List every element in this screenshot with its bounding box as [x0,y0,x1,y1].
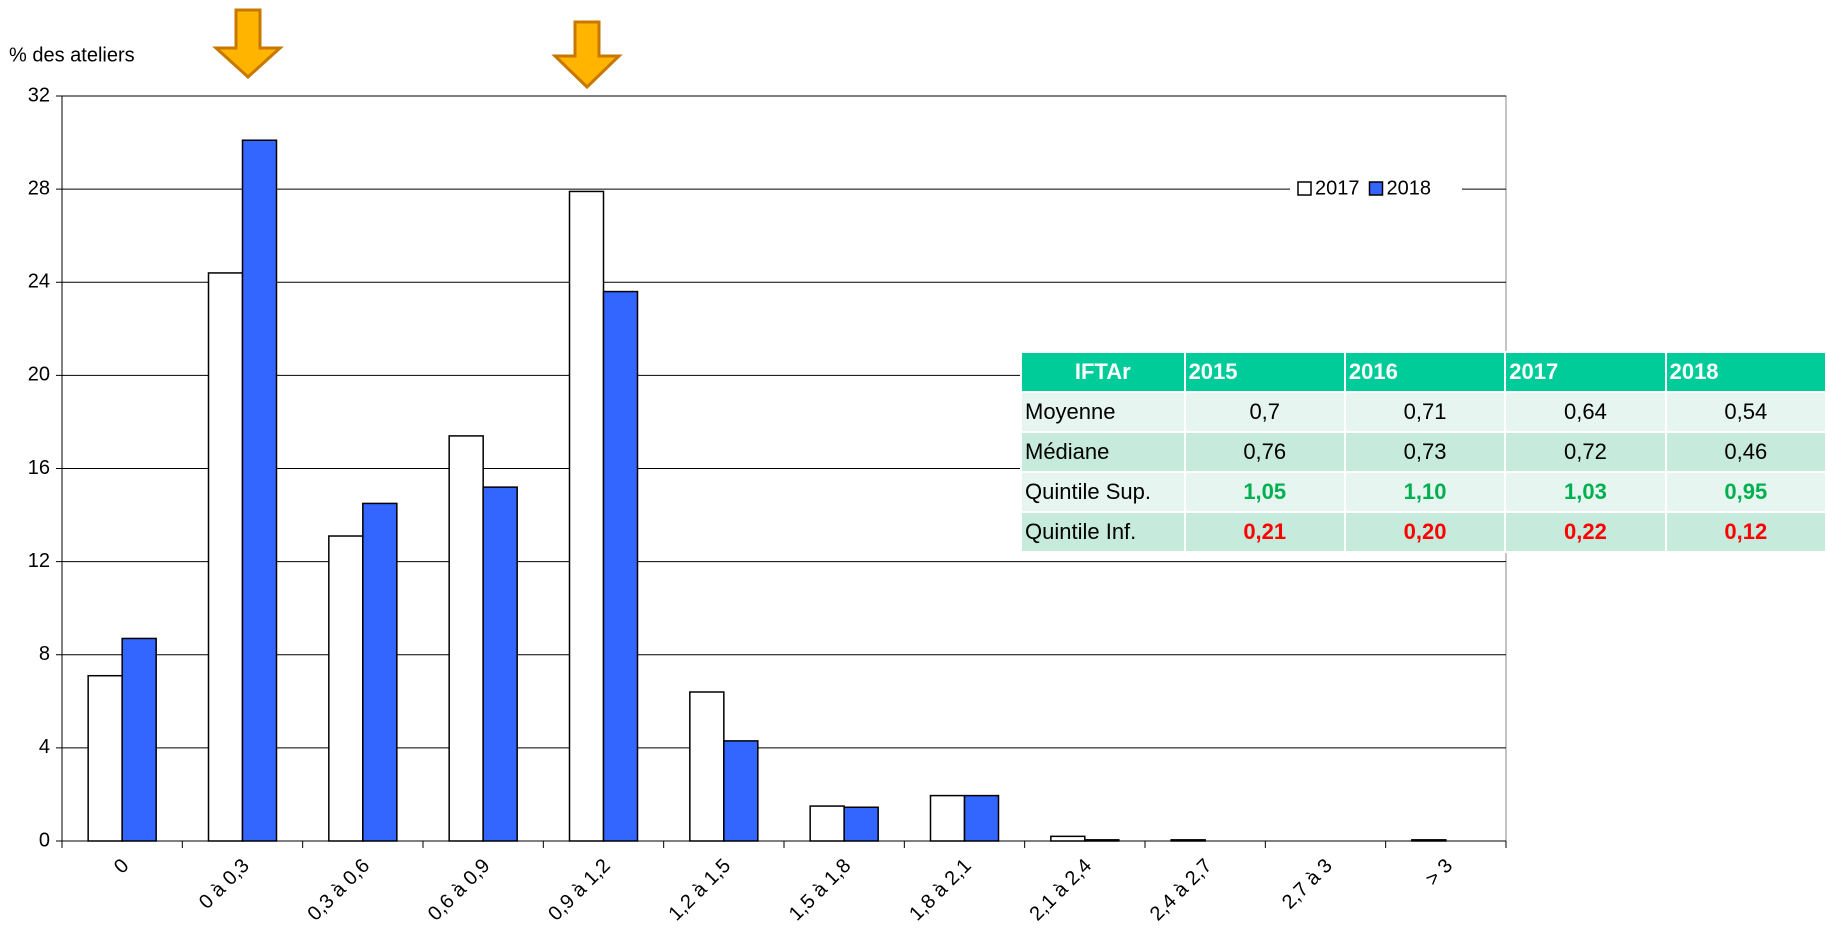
header-cell: 2017 [1504,351,1667,393]
y-axis-label: % des ateliers [9,44,135,66]
bar [843,806,879,842]
table-cell: Moyenne [1020,391,1186,433]
x-tick-label: 1,8 à 2,1 [905,855,976,926]
bar [241,139,278,842]
y-tick-label: 4 [39,736,50,758]
arrow [212,8,623,90]
bar [482,486,518,842]
x-tick-label: 0,9 à 1,2 [544,855,615,926]
header-cell: IFTAr [1020,351,1186,393]
x-tick-label: 0 à 0,3 [195,855,254,914]
header-cell: 2018 [1664,351,1827,393]
table-header-row: IFTAr 2015 2016 2017 2018 [1020,351,1827,393]
table-row: Médiane 0,76 0,73 0,72 0,46 [1020,431,1827,473]
bar [929,794,966,842]
y-tick-label: 8 [39,643,50,665]
table-cell: 0,46 [1664,431,1827,473]
legend-label: 2018 [1387,177,1432,199]
table-cell: 1,03 [1504,471,1667,513]
table-row: Moyenne 0,7 0,71 0,64 0,54 [1020,391,1827,433]
legend-swatch [1368,181,1384,196]
x-tick-label: 2,1 à 2,4 [1026,855,1097,926]
table-cell: 1,05 [1183,471,1346,513]
bar [1170,839,1206,842]
legend-swatch [1297,181,1312,196]
table-cell: 0,20 [1343,511,1507,553]
bar [723,740,759,842]
bar [602,290,639,842]
stats-table: IFTAr 2015 2016 2017 2018 Moyenne 0,7 0,71 0,64 0… [1020,351,1827,553]
table-cell: Médiane [1020,431,1186,473]
bar [121,637,157,842]
table-cell: 0,22 [1504,511,1667,553]
y-tick-label: 32 [28,84,50,106]
bar [568,190,605,842]
table-cell: 0,71 [1343,391,1507,433]
table-row: Quintile Sup. 1,05 1,10 1,03 0,95 [1020,471,1827,513]
table-cell: 0,64 [1504,391,1667,433]
bar [1050,835,1086,842]
bar [207,272,244,842]
y-tick-label: 0 [39,829,50,851]
bar [448,435,484,842]
table-cell: 0,72 [1504,431,1667,473]
table-cell: Quintile Inf. [1020,511,1186,553]
x-tick-label: 1,2 à 1,5 [665,855,736,926]
y-tick-label: 28 [28,177,50,199]
table-cell: 1,10 [1343,471,1507,513]
x-tick-label: 0,6 à 0,9 [424,855,495,926]
bar [963,794,1000,842]
y-tick-label: 16 [28,457,50,479]
bar [362,502,398,842]
table-cell: 0,12 [1664,511,1827,553]
y-tick-label: 20 [28,364,50,386]
x-tick-label: 0 [110,855,133,878]
bar [809,805,845,842]
table-cell: 0,7 [1183,391,1346,433]
legend-label: 2017 [1315,177,1360,199]
bar [1084,839,1120,842]
table-cell: 0,21 [1183,511,1346,553]
bar [689,691,725,842]
table-cell: 0,95 [1664,471,1827,513]
table-cell: 0,73 [1343,431,1507,473]
table-cell: Quintile Sup. [1020,471,1186,513]
bar [328,535,364,842]
bar [87,674,123,842]
y-tick-label: 24 [28,271,50,293]
x-tick-label: 2,4 à 2,7 [1146,855,1217,926]
table-cell: 0,54 [1664,391,1827,433]
x-tick-label: 2,7 à 3 [1278,855,1337,914]
x-tick-label: > 3 [1421,855,1457,891]
x-tick-label: 0,3 à 0,6 [304,855,375,926]
legend: 2017 2018 [1290,175,1462,203]
y-tick-label: 12 [28,550,50,572]
header-cell: 2015 [1183,351,1346,393]
table-row: Quintile Inf. 0,21 0,20 0,22 0,12 [1020,511,1827,553]
x-tick-label: 1,5 à 1,8 [785,855,856,926]
table-cell: 0,76 [1183,431,1346,473]
header-cell: 2016 [1343,351,1507,393]
bar [1411,839,1447,842]
